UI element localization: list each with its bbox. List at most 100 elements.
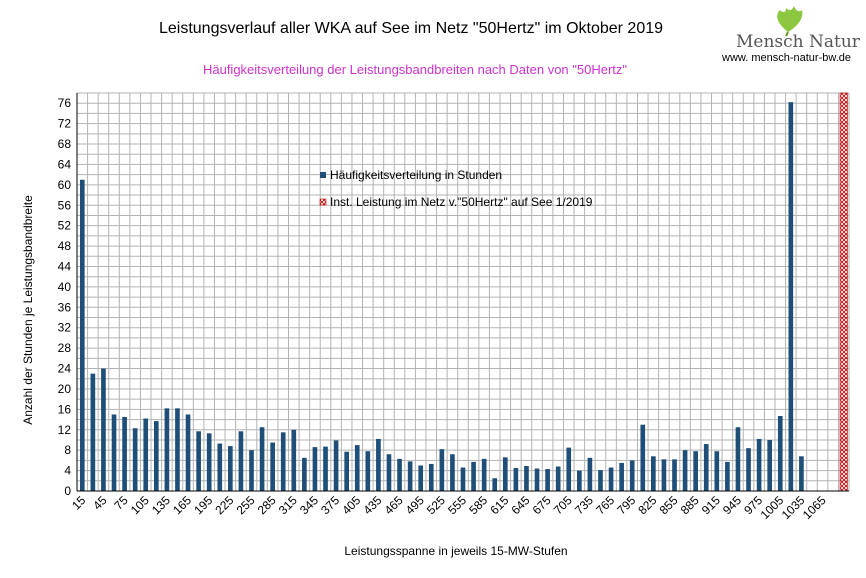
y-tick-label: 72 bbox=[58, 117, 72, 131]
x-tick-label: 525 bbox=[424, 493, 448, 517]
chart-subtitle: Häufigkeitsverteilung der Leistungsbandb… bbox=[0, 62, 866, 77]
y-tick-label: 76 bbox=[58, 96, 72, 110]
x-tick-label: 15 bbox=[69, 493, 89, 513]
x-tick-label: 885 bbox=[678, 493, 702, 517]
bar bbox=[217, 443, 223, 491]
chart-title-text: Leistungsverlauf aller WKA auf See im Ne… bbox=[158, 20, 664, 37]
bar bbox=[725, 461, 730, 491]
y-tick-label: 24 bbox=[58, 362, 72, 376]
y-tick-label: 16 bbox=[58, 402, 72, 416]
bar bbox=[365, 451, 371, 491]
x-tick-label: 795 bbox=[614, 493, 638, 517]
bar bbox=[270, 442, 275, 491]
bar bbox=[238, 431, 244, 491]
x-tick-label: 585 bbox=[466, 493, 490, 517]
bar bbox=[323, 446, 328, 491]
bar bbox=[249, 450, 254, 491]
y-axis-label: Anzahl der Stunden je Leistungsbandbreit… bbox=[21, 195, 35, 425]
x-tick-label: 645 bbox=[509, 493, 533, 517]
bar bbox=[196, 431, 201, 491]
bar bbox=[101, 368, 106, 491]
x-tick-label: 1065 bbox=[800, 493, 829, 522]
bar bbox=[534, 468, 540, 491]
bar bbox=[756, 438, 762, 491]
bar bbox=[788, 102, 794, 491]
bar bbox=[164, 408, 170, 491]
x-tick-label: 105 bbox=[128, 493, 152, 517]
logo-url: www. mensch-natur-bw.de bbox=[722, 52, 851, 64]
bar bbox=[312, 447, 318, 491]
bar bbox=[608, 467, 614, 491]
bar bbox=[502, 457, 508, 491]
bar bbox=[280, 432, 286, 491]
bar bbox=[90, 373, 96, 491]
x-tick-label: 195 bbox=[191, 493, 215, 517]
bar bbox=[714, 451, 720, 491]
logo-leaf-icon bbox=[777, 6, 803, 37]
bar bbox=[577, 470, 582, 491]
x-tick-label: 705 bbox=[551, 493, 575, 517]
bar bbox=[122, 417, 127, 491]
bar bbox=[746, 448, 751, 491]
bar bbox=[619, 462, 624, 491]
y-tick-label: 60 bbox=[58, 178, 72, 192]
bar bbox=[175, 408, 180, 491]
legend: Häufigkeitsverteilung in Stunden Inst. L… bbox=[319, 168, 593, 209]
x-tick-label: 165 bbox=[170, 493, 194, 517]
y-tick-label: 12 bbox=[58, 423, 72, 437]
bar bbox=[259, 427, 265, 491]
x-tick-label: 465 bbox=[382, 493, 406, 517]
bar bbox=[132, 428, 138, 491]
x-tick-label: 555 bbox=[445, 493, 469, 517]
bar bbox=[513, 468, 519, 491]
y-tick-label: 8 bbox=[64, 443, 71, 457]
bar bbox=[185, 414, 191, 491]
bar bbox=[661, 459, 667, 491]
bar bbox=[460, 467, 466, 491]
bar bbox=[629, 460, 635, 491]
bar bbox=[587, 457, 593, 491]
x-axis-label: Leistungsspanne in jeweils 15-MW-Stufen bbox=[344, 544, 567, 558]
legend-label-series-1: Häufigkeitsverteilung in Stunden bbox=[330, 168, 502, 182]
y-tick-label: 48 bbox=[58, 239, 72, 253]
bar bbox=[291, 429, 297, 491]
x-tick-label: 285 bbox=[255, 493, 279, 517]
legend-label-series-2: Inst. Leistung im Netz v."50Hertz" auf S… bbox=[330, 195, 593, 209]
bar bbox=[418, 465, 424, 491]
chart-subtitle-text: Häufigkeitsverteilung der Leistungsbandb… bbox=[202, 62, 628, 77]
bar bbox=[143, 418, 149, 491]
bar bbox=[153, 421, 159, 491]
x-tick-label: 405 bbox=[339, 493, 363, 517]
y-tick-label: 28 bbox=[58, 341, 72, 355]
bar bbox=[333, 440, 339, 491]
bar bbox=[703, 444, 709, 491]
bar bbox=[481, 458, 487, 491]
x-tick-label: 375 bbox=[318, 493, 342, 517]
bar bbox=[492, 478, 498, 491]
bar bbox=[777, 415, 783, 491]
logo-text: Mensch Natur bbox=[736, 32, 860, 52]
bar bbox=[672, 459, 677, 491]
bar bbox=[111, 414, 117, 491]
bar bbox=[651, 456, 656, 491]
bar bbox=[471, 461, 476, 491]
bar bbox=[545, 469, 550, 491]
x-tick-label: 495 bbox=[403, 493, 427, 517]
bar bbox=[397, 458, 402, 491]
y-tick-label: 20 bbox=[58, 382, 72, 396]
bar bbox=[206, 433, 212, 491]
chart-title: Leistungsverlauf aller WKA auf See im Ne… bbox=[0, 20, 866, 38]
bar bbox=[386, 454, 392, 491]
bar bbox=[693, 451, 698, 491]
x-tick-label: 345 bbox=[297, 493, 321, 517]
x-tick-label: 435 bbox=[360, 493, 384, 517]
x-tick-label: 315 bbox=[276, 493, 300, 517]
y-tick-label: 44 bbox=[58, 259, 72, 273]
y-tick-label: 0 bbox=[64, 484, 71, 498]
x-tick-label: 735 bbox=[572, 493, 596, 517]
y-tick-label: 52 bbox=[58, 219, 72, 233]
x-tick-label: 825 bbox=[635, 493, 659, 517]
y-tick-label: 40 bbox=[58, 280, 72, 294]
x-tick-label: 45 bbox=[90, 493, 110, 513]
